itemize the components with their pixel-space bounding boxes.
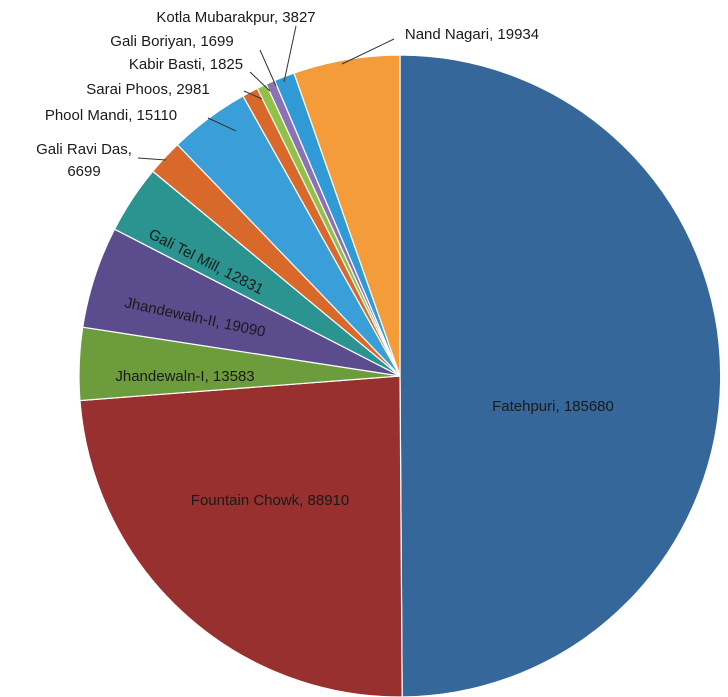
leader-line-kotla-mubarakpur bbox=[283, 25, 297, 83]
data-label-phool-mandi: Phool Mandi, 15110 bbox=[45, 107, 177, 124]
leader-lines bbox=[137, 25, 395, 161]
pie-slice-fountain-chowk bbox=[79, 375, 403, 697]
leader-line-phool-mandi bbox=[207, 117, 237, 132]
data-label-jhandewaln-i: Jhandewaln-I, 13583 bbox=[115, 368, 254, 385]
data-label-gali-ravi-das: Gali Ravi Das, 6699 bbox=[36, 141, 132, 180]
data-label-fountain-chowk: Fountain Chowk, 88910 bbox=[191, 492, 349, 509]
leader-line-nand-nagari bbox=[341, 38, 395, 65]
leader-line-gali-boriyan bbox=[259, 49, 277, 87]
leader-line-kabir-basti bbox=[249, 71, 271, 92]
pie-slice-fatehpuri bbox=[399, 54, 722, 697]
leader-line-sarai-phoos bbox=[243, 90, 263, 100]
leader-line-gali-ravi-das bbox=[137, 157, 167, 161]
data-label-kotla-mubarakpur: Kotla Mubarakpur, 3827 bbox=[156, 9, 315, 26]
data-label-sarai-phoos: Sarai Phoos, 2981 bbox=[86, 81, 209, 98]
data-label-nand-nagari: Nand Nagari, 19934 bbox=[405, 26, 539, 43]
data-label-kabir-basti: Kabir Basti, 1825 bbox=[129, 56, 243, 73]
data-label-gali-boriyan: Gali Boriyan, 1699 bbox=[110, 33, 233, 50]
pie-slices bbox=[78, 54, 722, 697]
pie-slice-nand-nagari bbox=[293, 54, 401, 377]
data-label-fatehpuri: Fatehpuri, 185680 bbox=[492, 398, 614, 415]
